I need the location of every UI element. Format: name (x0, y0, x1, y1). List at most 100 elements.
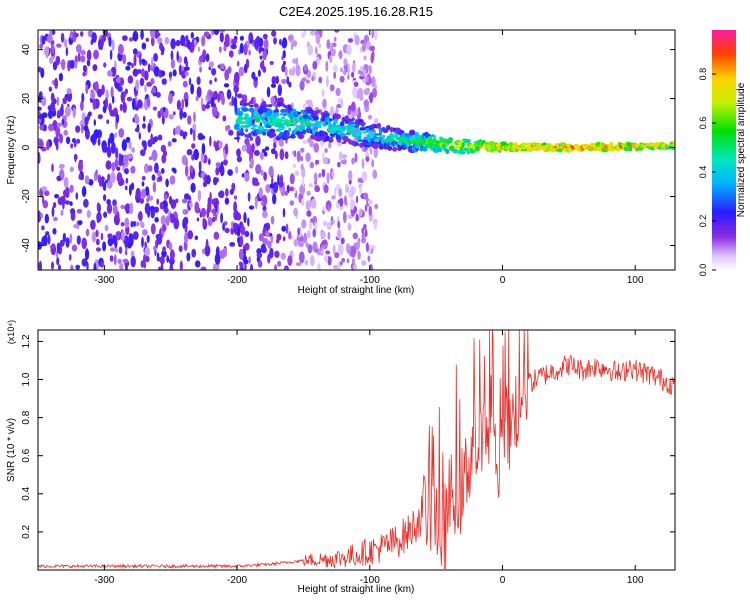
noise-blob (267, 240, 272, 249)
ridge-blob (285, 135, 291, 139)
ridge-blob (333, 119, 338, 124)
noise-blob (299, 184, 306, 195)
noise-blob (233, 71, 240, 84)
noise-blob (278, 139, 284, 147)
noise-blob (175, 39, 181, 47)
noise-blob (65, 237, 70, 248)
noise-blob (269, 183, 275, 189)
noise-blob (71, 138, 77, 143)
noise-blob (363, 88, 370, 96)
snr-marks (38, 330, 675, 570)
noise-blob (356, 239, 360, 250)
noise-blob (346, 44, 352, 56)
noise-blob (340, 67, 343, 73)
noise-blob (153, 136, 158, 143)
noise-blob (291, 42, 294, 51)
ridge-blob (268, 128, 276, 134)
noise-blob (131, 63, 134, 68)
noise-blob (108, 103, 112, 113)
snr-x-label: Height of straight line (km) (298, 584, 415, 595)
noise-blob (69, 166, 74, 173)
noise-blob (238, 248, 244, 260)
noise-blob (202, 248, 206, 255)
noise-blob (66, 88, 72, 95)
noise-blob (308, 183, 313, 188)
noise-blob (61, 103, 64, 112)
noise-blob (175, 198, 179, 204)
ridge-blob (303, 117, 308, 122)
noise-blob (298, 240, 304, 248)
noise-blob (341, 257, 346, 263)
noise-blob (69, 201, 73, 206)
noise-blob (299, 80, 305, 91)
noise-blob (122, 165, 125, 171)
noise-blob (222, 115, 227, 122)
noise-blob (273, 37, 277, 45)
noise-blob (215, 201, 218, 213)
noise-blob (176, 50, 179, 62)
ridge-blob (353, 142, 360, 147)
noise-blob (105, 160, 112, 170)
noise-blob (44, 46, 50, 56)
noise-blob (56, 242, 60, 254)
y-tick-label: 0 (21, 144, 32, 150)
noise-blob (106, 119, 110, 124)
noise-blob (244, 230, 250, 237)
noise-blob (132, 98, 136, 110)
noise-blob (305, 242, 309, 248)
noise-blob (198, 160, 202, 173)
noise-blob (374, 203, 379, 210)
noise-blob (263, 171, 267, 181)
ridge-blob (292, 120, 297, 126)
noise-blob (344, 195, 347, 206)
noise-blob (195, 95, 199, 102)
ridge-blob (268, 104, 273, 108)
ridge-blob (316, 109, 321, 114)
noise-blob (131, 147, 136, 153)
noise-blob (237, 60, 240, 67)
noise-blob (343, 64, 347, 70)
ridge-blob (381, 134, 386, 139)
noise-blob (128, 234, 132, 246)
noise-blob (108, 36, 112, 47)
noise-blob (253, 181, 260, 186)
ridge-blob (365, 127, 370, 132)
noise-blob (190, 182, 196, 193)
noise-blob (84, 248, 90, 261)
noise-blob (305, 99, 312, 105)
noise-blob (284, 191, 289, 196)
noise-blob (305, 79, 311, 84)
y-tick-label: 40 (21, 44, 32, 56)
noise-blob (359, 185, 363, 195)
noise-blob (39, 139, 44, 150)
noise-blob (236, 131, 240, 143)
ridge-blob (392, 146, 398, 152)
noise-blob (114, 247, 118, 253)
ridge-blob (445, 148, 450, 154)
noise-blob (227, 169, 233, 176)
noise-blob (74, 153, 77, 163)
noise-blob (90, 219, 96, 230)
noise-blob (143, 163, 149, 174)
noise-blob (347, 73, 350, 80)
noise-blob (329, 55, 333, 64)
noise-blob (365, 242, 369, 253)
noise-blob (274, 150, 278, 160)
noise-blob (115, 230, 122, 241)
noise-blob (156, 170, 162, 177)
ridge-blob (502, 141, 508, 147)
x-tick-label: -100 (360, 575, 380, 586)
noise-blob (127, 61, 132, 66)
noise-blob (289, 200, 295, 206)
noise-blob (190, 83, 195, 95)
noise-blob (274, 250, 280, 258)
noise-blob (53, 136, 59, 144)
noise-blob (282, 207, 286, 218)
noise-blob (314, 221, 318, 232)
noise-blob (207, 216, 213, 227)
noise-blob (206, 208, 210, 219)
noise-blob (80, 49, 86, 56)
noise-blob (150, 133, 153, 145)
noise-blob (170, 38, 176, 50)
noise-blob (327, 231, 331, 240)
